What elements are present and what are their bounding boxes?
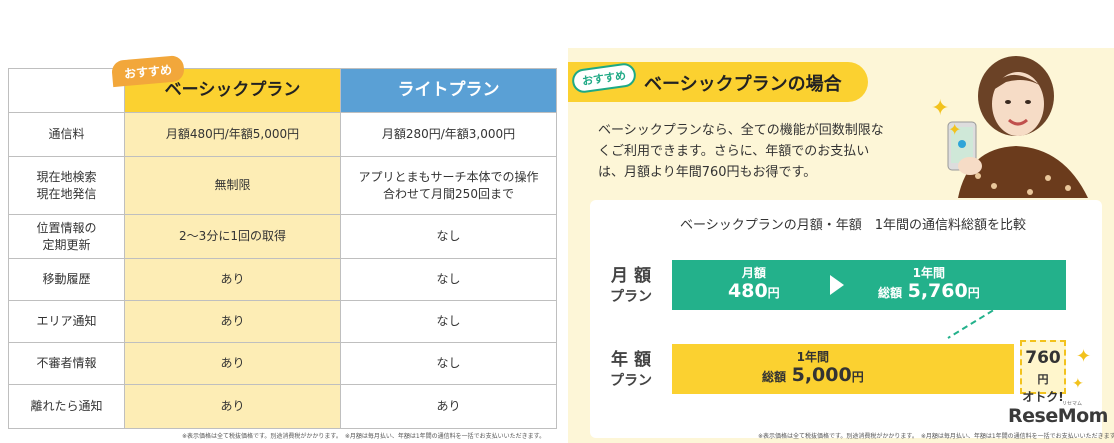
- monthly-price-value: 480: [728, 280, 768, 303]
- basic-plan-cell: あり: [124, 342, 341, 385]
- resemom-logo-sub: リセマム: [1062, 401, 1083, 407]
- feature-label: 位置情報の 定期更新: [8, 214, 125, 259]
- basic-plan-cell: あり: [124, 384, 341, 429]
- table-footnote: ※表示価格は全て税抜価格です。別途消費税がかかります。 ※月額は毎月払い、年額は…: [182, 433, 546, 440]
- feature-label: 移動履歴: [8, 258, 125, 301]
- table-row: 不審者情報 あり なし: [8, 342, 557, 385]
- savings-unit: 円: [1037, 373, 1049, 386]
- resemom-logo: ReseMom: [1008, 405, 1108, 427]
- annual-total: 1年間 総額 5,000円: [762, 350, 864, 387]
- infographic-footnote: ※表示価格は全て税抜価格です。別途消費税がかかります。 ※月額は毎月払い、年額は…: [758, 433, 1114, 440]
- basic-plan-cell: 2～3分に1回の取得: [124, 214, 341, 259]
- monthly-plan-label-line2: プラン: [610, 289, 652, 305]
- plan-comparison-table: ベーシックプラン ライトプラン 通信料 月額480円/年額5,000円 月額280円…: [8, 68, 557, 429]
- feature-label: 現在地検索 現在地発信: [8, 156, 125, 215]
- light-plan-cell: なし: [340, 214, 557, 259]
- annual-plan-label-line2: プラン: [610, 373, 652, 389]
- table-row: 現在地検索 現在地発信 無制限 アプリとまもサーチ本体での操作 合わせて月間250回…: [8, 156, 557, 215]
- sparkle-icon: ✦: [1076, 346, 1092, 367]
- monthly-price-unit: 円: [767, 286, 780, 301]
- table-row: 位置情報の 定期更新 2～3分に1回の取得 なし: [8, 214, 557, 259]
- monthly-price: 月額 480円: [728, 266, 780, 303]
- basic-plan-cell: 月額480円/年額5,000円: [124, 112, 341, 157]
- annual-total-bar: 1年間 総額 5,000円: [672, 344, 1014, 394]
- annual-plan-label: 年 額 プラン: [608, 350, 654, 391]
- header-blank-cell: [8, 68, 125, 113]
- savings-label: オトク!: [1022, 390, 1064, 404]
- annual-plan-label-line1: 年 額: [611, 350, 651, 370]
- annual-total-value: 5,000: [791, 364, 852, 387]
- sparkle-icon: ✦: [948, 120, 962, 139]
- monthly-total-bar: 月額 480円 1年間 総額 5,760円: [672, 260, 1066, 310]
- annual-total-unit: 円: [851, 370, 864, 385]
- monthly-total-value: 5,760: [907, 280, 968, 303]
- basic-plan-cell: あり: [124, 258, 341, 301]
- light-plan-cell: なし: [340, 300, 557, 343]
- annual-total-label: 1年間: [796, 350, 830, 364]
- intro-text: ベーシックプランなら、全ての機能が回数制限なくご利用できます。さらに、年額でのお…: [598, 123, 884, 180]
- light-plan-cell: 月額280円/年額3,000円: [340, 112, 557, 157]
- infographic-title: ベーシックプランの場合: [644, 74, 842, 95]
- light-plan-cell: なし: [340, 342, 557, 385]
- basic-plan-infographic: おすすめ ベーシックプランの場合 ベーシックプランなら、全ての機能が回数制限なく…: [568, 48, 1114, 443]
- sparkle-icon: ✦: [931, 96, 950, 121]
- table-row: 通信料 月額480円/年額5,000円 月額280円/年額3,000円: [8, 112, 557, 157]
- annual-total-prefix: 総額: [762, 370, 787, 385]
- feature-label: 通信料: [8, 112, 125, 157]
- header-light-plan: ライトプラン: [340, 68, 557, 113]
- monthly-total-label: 1年間: [912, 266, 946, 280]
- sparkle-icon: ✦: [1072, 376, 1084, 392]
- table-row: 離れたら通知 あり あり: [8, 384, 557, 429]
- savings-callout: 760 円 オトク!: [1020, 340, 1066, 404]
- feature-label: 不審者情報: [8, 342, 125, 385]
- feature-label: 離れたら通知: [8, 384, 125, 429]
- arrow-right-icon: [830, 275, 844, 295]
- basic-plan-cell: あり: [124, 300, 341, 343]
- basic-plan-cell: 無制限: [124, 156, 341, 215]
- monthly-total-unit: 円: [967, 286, 980, 301]
- savings-value: 760: [1025, 348, 1061, 368]
- light-plan-cell: なし: [340, 258, 557, 301]
- feature-label: エリア通知: [8, 300, 125, 343]
- woman-with-phone-photo: [898, 48, 1114, 198]
- light-plan-cell: あり: [340, 384, 557, 429]
- chart-title: ベーシックプランの月額・年額 1年間の通信料総額を比較: [680, 218, 1027, 233]
- monthly-annual-total: 1年間 総額 5,760円: [878, 266, 980, 303]
- monthly-total-prefix: 総額: [878, 286, 903, 301]
- light-plan-cell: アプリとまもサーチ本体での操作 合わせて月間250回まで: [340, 156, 557, 215]
- monthly-price-label: 月額: [741, 266, 766, 280]
- table-row: エリア通知 あり なし: [8, 300, 557, 343]
- table-row: 移動履歴 あり なし: [8, 258, 557, 301]
- plan-comparison-panel: おすすめ ベーシックプラン ライトプラン 通信料 月額480円/年額5,000円月…: [8, 54, 557, 440]
- comparison-chart: ベーシックプランの月額・年額 1年間の通信料総額を比較 月 額 プラン 月額 4…: [590, 200, 1102, 438]
- monthly-plan-label: 月 額 プラン: [608, 266, 654, 307]
- monthly-plan-label-line1: 月 額: [611, 266, 651, 286]
- table-header-row: ベーシックプラン ライトプラン: [8, 68, 557, 113]
